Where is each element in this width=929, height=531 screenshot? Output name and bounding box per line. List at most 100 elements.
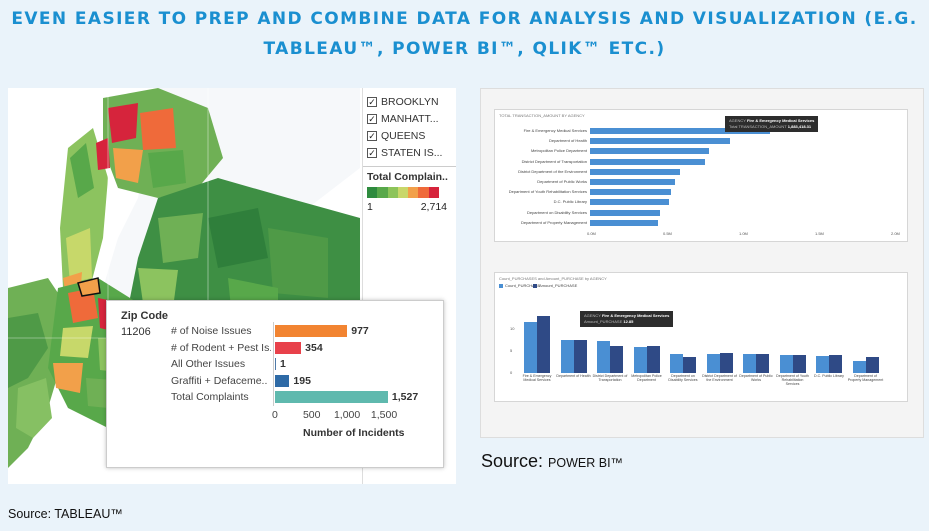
tooltip-bar-value: 977 [351,325,369,337]
ramp-swatch [367,187,378,198]
tooltip-bar [275,325,348,337]
agency-bar[interactable] [590,179,675,185]
agency-bar[interactable] [590,128,770,134]
tooltip-key: AGENCY [584,313,602,318]
count-bar[interactable] [816,355,829,373]
agency-label: Department of Health [556,374,591,378]
agency-bar[interactable] [590,138,731,145]
tooltip-row-label: Total Complaints [171,391,249,403]
count-bar[interactable] [852,361,866,373]
zip-tooltip: Zip Code 11206 # of Noise Issues 977 # of … [106,300,444,468]
chart1-title: TOTAL TRANSACTION_AMOUNT BY AGENCY [499,113,585,118]
x-axis-tick: 0.0M [587,231,596,236]
count-bar[interactable] [524,322,537,373]
tooltip-bar [275,341,302,354]
agency-label: District Department of Transportation [592,374,628,383]
tooltip-bar-value: 354 [305,341,323,354]
tooltip-amount-line: Amount_PURCHASE 12.85 [584,319,669,325]
tooltip-value: Fire & Emergency Medical Services [601,313,670,318]
count-bar[interactable] [706,353,720,373]
tooltip-value: 1,883,418.31 [787,124,812,129]
agency-label: Department of Youth Rehabilitation Servi… [508,189,587,195]
amount-bar[interactable] [646,345,660,373]
borough-label: STATEN IS... [381,147,443,159]
borough-filter-queens[interactable]: ✓ QUEENS [363,128,456,144]
ramp-swatch [387,187,398,198]
chart2-tooltip: AGENCY Fire & Emergency Medical Services… [580,311,674,327]
agency-label: Metropolitan Police Department [530,148,587,154]
tooltip-row-label: All Other Issues [171,358,246,370]
tooltip-key: AGENCY [729,118,747,123]
agency-label: Department of Property Management [847,374,884,383]
source-name: TABLEAU™ [54,507,123,521]
tooltip-bar-value: 1,527 [391,391,419,403]
borough-filter-staten-island[interactable]: ✓ STATEN IS... [363,145,456,161]
color-ramp [367,187,439,198]
tooltip-agency-line: AGENCY Fire & Emergency Medical Services [729,118,814,124]
amount-bar[interactable] [756,353,769,373]
legend-swatch [533,283,537,288]
checkbox[interactable]: ✓ [367,148,377,158]
count-bar[interactable] [633,346,647,373]
agency-label: Department of Youth Rehabilitation Servi… [776,374,809,387]
agency-bar[interactable] [590,219,659,226]
tooltip-bar-value: 195 [293,374,311,387]
ramp-swatch [397,187,409,198]
amount-bar[interactable] [865,357,879,373]
tooltip-row-label: # of Noise Issues [171,325,252,337]
source-name: POWER BI™ [548,456,624,470]
borough-filter-brooklyn[interactable]: ✓ BROOKLYN [363,94,456,110]
legend-entry: Count_PURCHASE [499,283,540,288]
amount-bar[interactable] [683,357,696,373]
y-axis-tick: 10 [510,325,515,331]
agency-label: Department on Disability Services [526,209,587,215]
y-axis-tick: 5 [510,347,513,353]
tooltip-bar [275,358,276,370]
tooltip-axis-tick: 1,000 [333,409,361,421]
source-prefix: Source: [481,451,549,471]
tooltip-axis-tick: 1,500 [370,409,398,421]
purchases-column-chart[interactable]: Count_PURCHASES and Amount_PURCHASE by A… [494,272,908,402]
count-bar[interactable] [670,353,683,373]
count-bar[interactable] [743,353,756,373]
agency-label: Fire & Emergency Medical Services [523,128,587,133]
checkbox[interactable]: ✓ [367,131,377,141]
amount-bar[interactable] [719,352,733,373]
checkbox[interactable]: ✓ [367,114,377,124]
x-axis-tick: 0.5M [663,231,672,236]
agency-bar[interactable] [590,148,709,155]
count-bar[interactable] [779,355,793,373]
amount-bar[interactable] [792,354,806,373]
agency-bar[interactable] [590,168,680,175]
x-axis-tick: 2.0M [891,231,900,236]
tooltip-row: # of Rodent + Pest Is.. 354 [107,340,445,356]
checkbox[interactable]: ✓ [367,97,377,107]
legend-label: Amount_PURCHASE [539,283,578,288]
count-bar[interactable] [597,340,610,373]
borough-label: QUEENS [381,130,426,142]
agency-bar[interactable] [590,158,706,165]
agency-bar[interactable] [590,199,670,206]
ramp-swatch [377,187,388,198]
tooltip-row: Total Complaints 1,527 [107,389,445,405]
tooltip-bar [275,391,388,403]
borough-filter-manhattan[interactable]: ✓ MANHATT... [363,111,456,127]
tooltip-key: Amount_PURCHASE [584,319,624,324]
tooltip-row: # of Noise Issues 977 [107,323,445,339]
agency-bar[interactable] [590,189,671,196]
amount-bar[interactable] [829,354,842,373]
amount-bar[interactable] [537,316,550,373]
tooltip-row: All Other Issues 1 [107,356,445,372]
agency-bar[interactable] [590,209,661,216]
borough-label: BROOKLYN [381,96,439,108]
chart2-title: Count_PURCHASES and Amount_PURCHASE by A… [499,276,607,281]
tooltip-axis-tick: 500 [302,409,321,421]
transaction-amount-bar-chart[interactable]: TOTAL TRANSACTION_AMOUNT BY AGENCY Fire … [494,109,908,242]
amount-bar[interactable] [610,345,623,373]
tooltip-header: Zip Code [121,310,169,322]
borough-label: MANHATT... [381,113,439,125]
count-bar[interactable] [560,339,574,373]
agency-label: District Department of the Environment [518,168,587,174]
source-tableau: Source: TABLEAU™ [8,507,123,521]
amount-bar[interactable] [573,340,587,373]
